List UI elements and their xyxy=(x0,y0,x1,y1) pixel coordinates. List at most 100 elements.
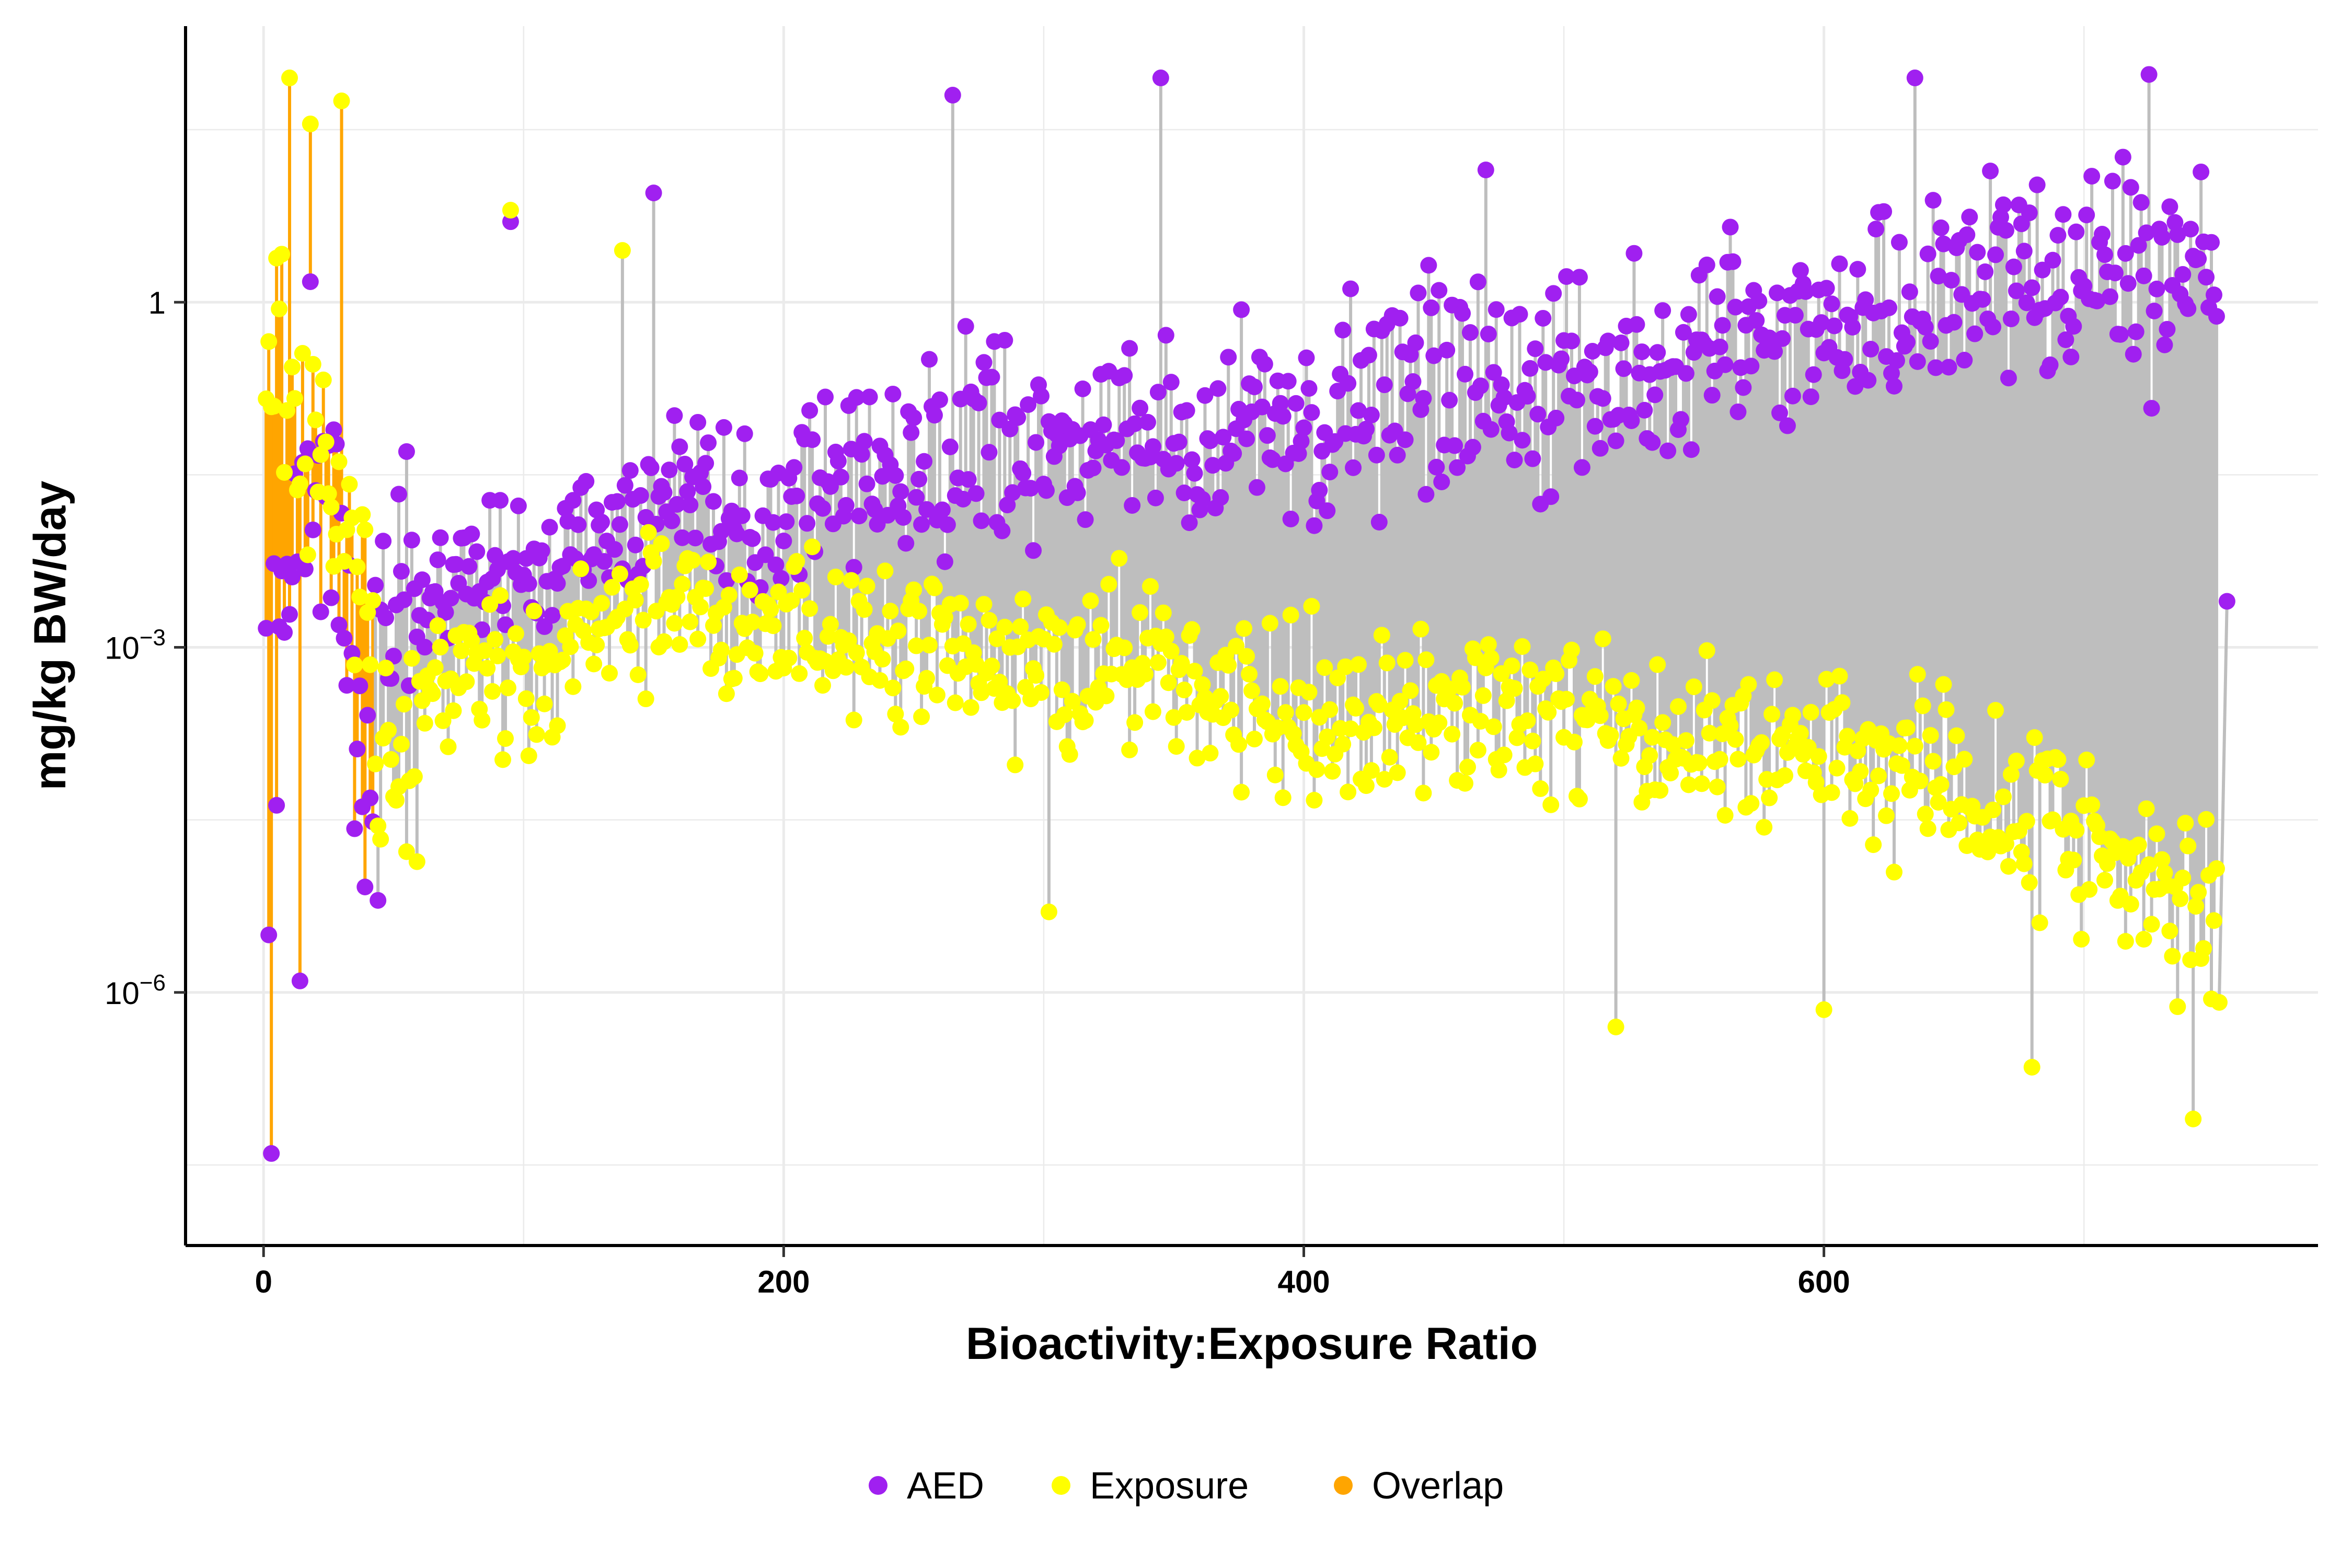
aed-point xyxy=(1306,517,1323,534)
exposure-point xyxy=(1563,641,1580,659)
exposure-point xyxy=(640,524,657,541)
aed-point xyxy=(533,542,550,559)
aed-point xyxy=(642,459,660,476)
exposure-point xyxy=(1051,619,1068,636)
exposure-point xyxy=(877,562,894,580)
aed-point xyxy=(312,603,329,620)
exposure-point xyxy=(1373,627,1390,644)
aed-point xyxy=(832,468,849,486)
aed-point xyxy=(1282,510,1299,527)
aed-point xyxy=(2130,237,2147,254)
exposure-point xyxy=(492,587,509,604)
exposure-point xyxy=(1092,617,1110,634)
aed-point xyxy=(1901,283,1918,301)
exposure-point xyxy=(1701,724,1718,742)
exposure-point xyxy=(2083,796,2101,813)
exposure-point xyxy=(523,709,540,726)
aed-point xyxy=(2002,310,2020,328)
aed-point xyxy=(1994,196,2012,213)
aed-point xyxy=(432,529,449,546)
exposure-point xyxy=(1277,704,1294,721)
exposure-point xyxy=(1703,692,1721,709)
exposure-point xyxy=(765,617,782,635)
exposure-point xyxy=(1337,658,1354,675)
aed-point xyxy=(666,407,683,424)
exposure-point xyxy=(1740,676,1757,693)
exposure-point xyxy=(2000,858,2017,875)
aed-point xyxy=(1425,347,1443,364)
aed-point xyxy=(674,529,691,546)
aed-point xyxy=(1368,446,1385,464)
aed-point xyxy=(2023,279,2040,296)
exposure-point xyxy=(2187,897,2205,915)
aed-point xyxy=(1212,489,1229,506)
exposure-point xyxy=(1173,655,1190,672)
aed-point xyxy=(375,533,392,550)
exposure-point xyxy=(1727,731,1744,748)
exposure-point xyxy=(1756,818,1773,836)
aed-point xyxy=(2156,336,2173,353)
exposure-point xyxy=(2065,851,2082,869)
aed-point xyxy=(1977,263,1994,280)
exposure-point xyxy=(1922,727,1939,744)
aed-point xyxy=(1020,396,1037,413)
x-axis-title: Bioactivity:Exposure Ratio xyxy=(966,1319,1538,1369)
aed-point xyxy=(786,459,803,476)
aed-point xyxy=(1225,445,1242,462)
exposure-point xyxy=(874,651,891,668)
aed-point xyxy=(645,185,662,202)
aed-point xyxy=(1279,373,1297,390)
aed-point xyxy=(487,547,504,564)
exposure-point xyxy=(1370,696,1388,713)
aed-point xyxy=(1113,459,1131,476)
exposure-point xyxy=(1631,719,1648,736)
aed-point xyxy=(767,556,785,573)
aed-point xyxy=(1769,284,1786,302)
exposure-point xyxy=(637,690,654,708)
aed-point xyxy=(960,471,977,488)
exposure-point xyxy=(1253,695,1271,712)
aed-point xyxy=(1350,402,1367,419)
exposure-point xyxy=(700,554,717,571)
exposure-point xyxy=(1540,704,1557,721)
exposure-point xyxy=(403,650,420,667)
exposure-point xyxy=(2185,1110,2202,1127)
aed-point xyxy=(1149,384,1167,401)
aed-point xyxy=(944,87,961,104)
aed-point xyxy=(1654,302,1671,319)
aed-point xyxy=(728,525,745,543)
aed-point xyxy=(1345,459,1362,476)
aed-point xyxy=(2140,66,2158,83)
exposure-point xyxy=(1893,757,1910,774)
exposure-point xyxy=(1423,744,1440,761)
aed-point xyxy=(1722,218,1739,236)
aed-point xyxy=(1784,387,1801,405)
exposure-point xyxy=(1670,698,1687,715)
exposure-point xyxy=(2190,884,2207,901)
exposure-point xyxy=(752,665,769,683)
aed-point xyxy=(668,495,686,513)
aed-point xyxy=(1147,489,1164,506)
exposure-point xyxy=(1495,746,1513,764)
aed-point xyxy=(1287,395,1305,412)
aed-point xyxy=(1454,305,1471,322)
aed-point xyxy=(2034,261,2051,279)
aed-point xyxy=(1108,432,1125,449)
exposure-point xyxy=(611,566,628,583)
exposure-point xyxy=(260,333,278,350)
exposure-point xyxy=(674,575,691,593)
exposure-point xyxy=(871,672,889,689)
exposure-point xyxy=(2130,836,2147,854)
exposure-point xyxy=(1014,591,1032,608)
exposure-point xyxy=(1246,730,1263,747)
exposure-point xyxy=(1834,694,1851,711)
exposure-point xyxy=(1389,764,1406,781)
aed-point xyxy=(941,439,959,456)
aed-point xyxy=(338,677,355,694)
x-tick-label: 200 xyxy=(757,1264,810,1299)
aed-point xyxy=(281,606,298,623)
aed-point xyxy=(712,523,730,540)
aed-point xyxy=(695,478,712,495)
aed-point xyxy=(926,407,943,424)
aed-point xyxy=(1464,439,1481,456)
